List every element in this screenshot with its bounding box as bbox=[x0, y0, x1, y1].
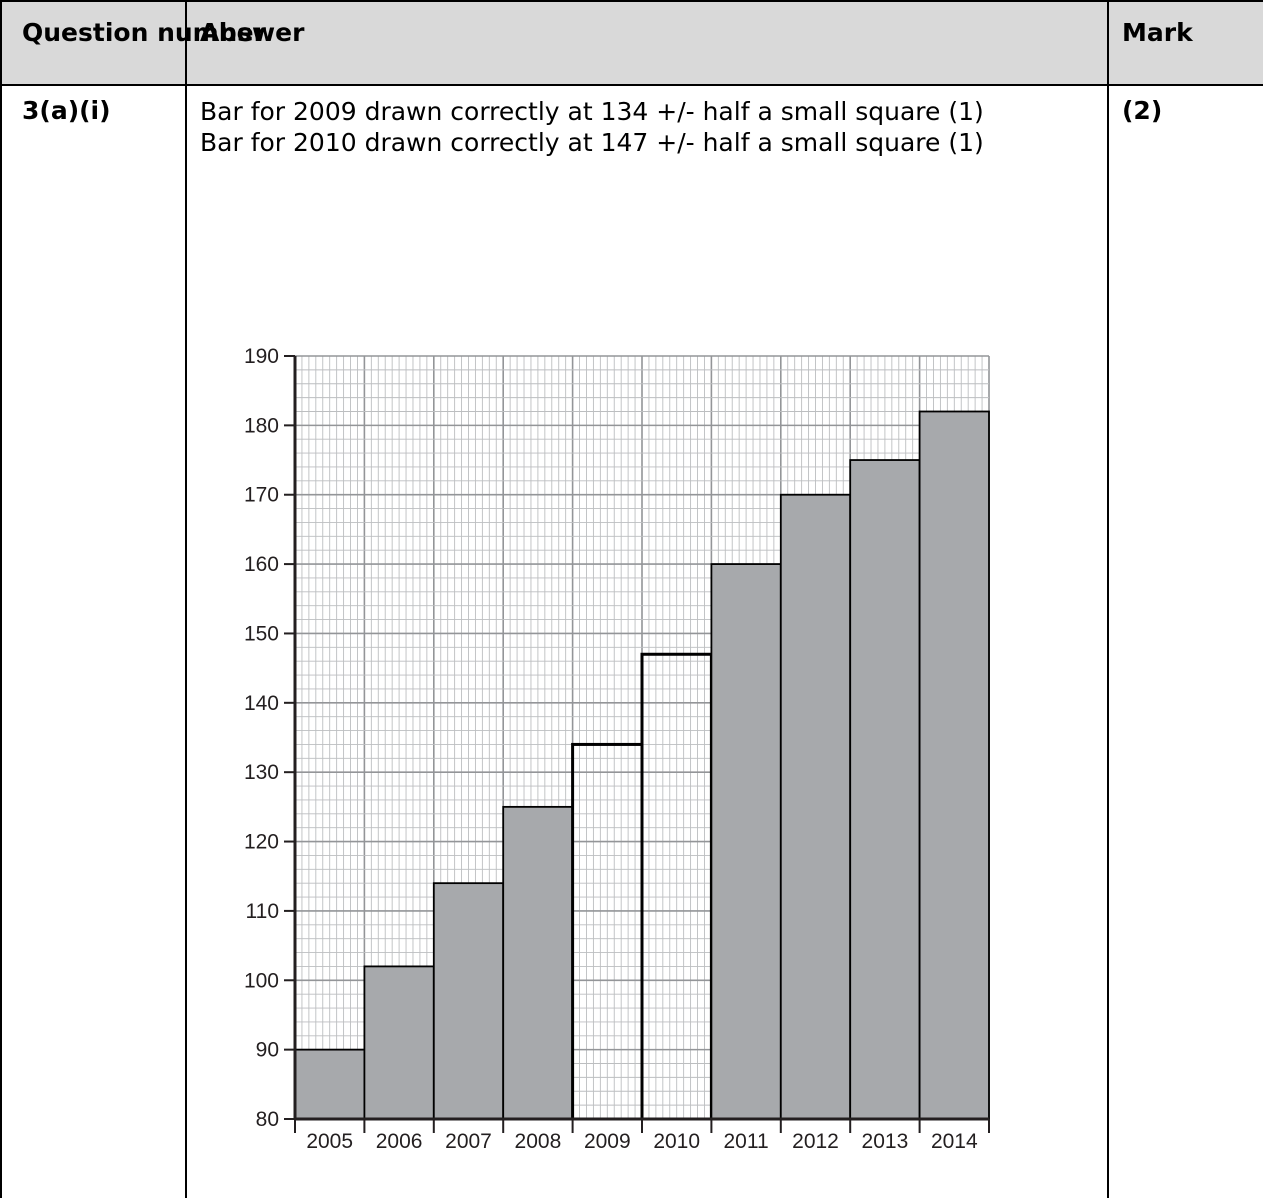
x-tick-label-2014: 2014 bbox=[931, 1130, 978, 1153]
mark-value: (2) bbox=[1122, 96, 1163, 125]
y-tick-label: 140 bbox=[244, 692, 279, 715]
x-tick-label-2008: 2008 bbox=[515, 1130, 562, 1153]
chart-bars bbox=[294, 410, 990, 1121]
bar-2011 bbox=[710, 563, 782, 1120]
border-top bbox=[0, 0, 1263, 2]
answer-line-2010: Bar for 2010 drawn correctly at 147 +/- … bbox=[200, 128, 984, 157]
bar-2008 bbox=[502, 805, 574, 1120]
y-tick-label: 160 bbox=[244, 553, 279, 576]
y-tick-label: 80 bbox=[256, 1108, 279, 1131]
bar-2007 bbox=[432, 882, 505, 1120]
y-tick-label: 190 bbox=[244, 345, 279, 368]
question-number: 3(a)(i) bbox=[22, 96, 111, 125]
header-answer: Answer bbox=[200, 18, 305, 47]
x-tick-label-2006: 2006 bbox=[376, 1130, 423, 1153]
x-tick-label-2011: 2011 bbox=[724, 1130, 769, 1153]
x-tick-label-2005: 2005 bbox=[306, 1130, 353, 1153]
y-tick-label: 180 bbox=[244, 414, 279, 437]
x-tick-label-2013: 2013 bbox=[862, 1130, 909, 1153]
border-col2 bbox=[1107, 0, 1109, 1198]
x-tick-label-2010: 2010 bbox=[653, 1130, 700, 1153]
x-tick-label-2012: 2012 bbox=[792, 1130, 839, 1153]
border-left bbox=[0, 0, 2, 1198]
header-mark: Mark bbox=[1122, 18, 1193, 47]
header-question-number: Question number bbox=[22, 18, 266, 47]
y-tick-label: 130 bbox=[244, 761, 279, 784]
y-tick-label: 90 bbox=[256, 1039, 279, 1062]
x-tick-label-2007: 2007 bbox=[445, 1130, 492, 1153]
y-tick-label: 120 bbox=[244, 831, 279, 854]
bar-2014 bbox=[918, 410, 990, 1120]
y-tick-label: 110 bbox=[246, 900, 279, 923]
y-tick-label: 150 bbox=[244, 622, 279, 645]
chart-labels: 80 90 100 110 120 130 140 150 160 170 180 190 2005 20… bbox=[244, 345, 978, 1153]
chart-axes bbox=[284, 355, 990, 1133]
border-col1 bbox=[185, 0, 187, 1198]
bar-2012 bbox=[779, 493, 852, 1120]
y-tick-label: 170 bbox=[244, 484, 279, 507]
bar-2006 bbox=[363, 965, 435, 1120]
answer-text: Bar for 2009 drawn correctly at 134 +/- … bbox=[200, 96, 1095, 158]
answer-line-2009: Bar for 2009 drawn correctly at 134 +/- … bbox=[200, 97, 984, 126]
header-row bbox=[0, 0, 1263, 84]
x-tick-label-2009: 2009 bbox=[584, 1130, 631, 1153]
border-header-bottom bbox=[0, 84, 1263, 86]
bar-2013 bbox=[849, 459, 921, 1120]
y-tick-label: 100 bbox=[244, 969, 279, 992]
bar-2005 bbox=[294, 1048, 366, 1120]
